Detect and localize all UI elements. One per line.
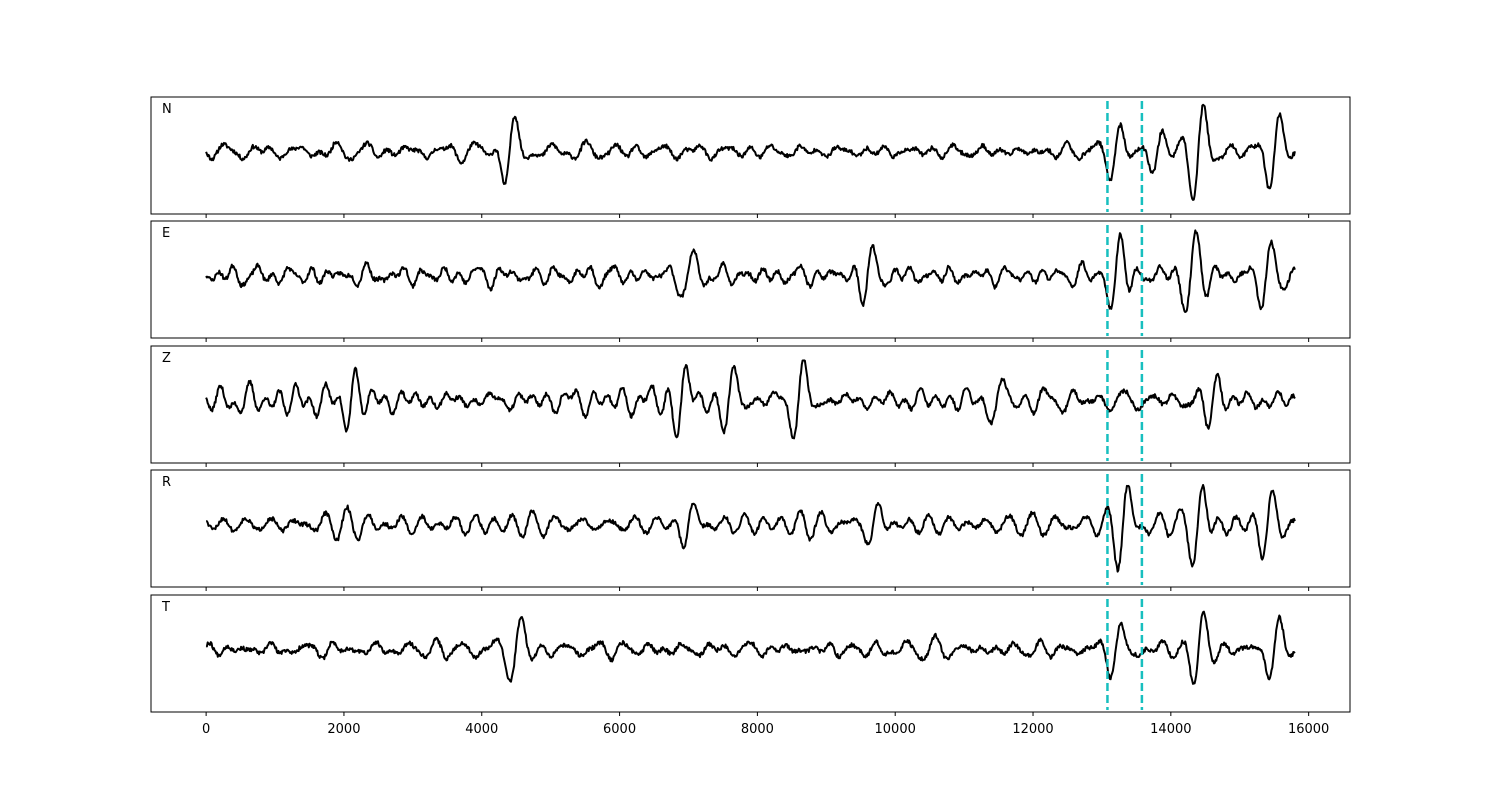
waveform-trace <box>205 610 1296 685</box>
panel-e: E <box>150 220 1351 342</box>
waveform-trace <box>205 229 1296 313</box>
waveform-trace <box>205 484 1296 573</box>
x-axis: 0 2000 4000 6000 8000 10000 12000 14000 16000 <box>202 722 1329 737</box>
channel-label: R <box>162 475 171 490</box>
x-tick-label: 10000 <box>875 722 916 737</box>
panel-t: T <box>150 594 1351 716</box>
x-tick-label: 2000 <box>327 722 360 737</box>
x-tick-label: 4000 <box>465 722 498 737</box>
x-tick-label: 6000 <box>603 722 636 737</box>
panel-frame <box>150 594 1351 713</box>
panel-r: R <box>150 469 1351 591</box>
channel-label: E <box>162 226 170 241</box>
x-tick-label: 16000 <box>1288 722 1329 737</box>
panels: N E Z R T <box>150 96 1351 716</box>
x-tick-label: 0 <box>202 722 210 737</box>
panel-n: N <box>150 96 1351 218</box>
panel-frame <box>150 96 1351 215</box>
waveform-trace <box>205 103 1296 201</box>
panel-frame <box>150 345 1351 464</box>
channel-label: N <box>162 102 172 117</box>
x-tick-label: 14000 <box>1150 722 1191 737</box>
waveform-trace <box>205 359 1296 440</box>
channel-label: Z <box>162 351 171 366</box>
x-tick-label: 8000 <box>741 722 774 737</box>
panel-frame <box>150 220 1351 339</box>
panel-z: Z <box>150 345 1351 467</box>
panel-frame <box>150 469 1351 588</box>
channel-label: T <box>161 600 170 615</box>
x-tick-label: 12000 <box>1012 722 1053 737</box>
